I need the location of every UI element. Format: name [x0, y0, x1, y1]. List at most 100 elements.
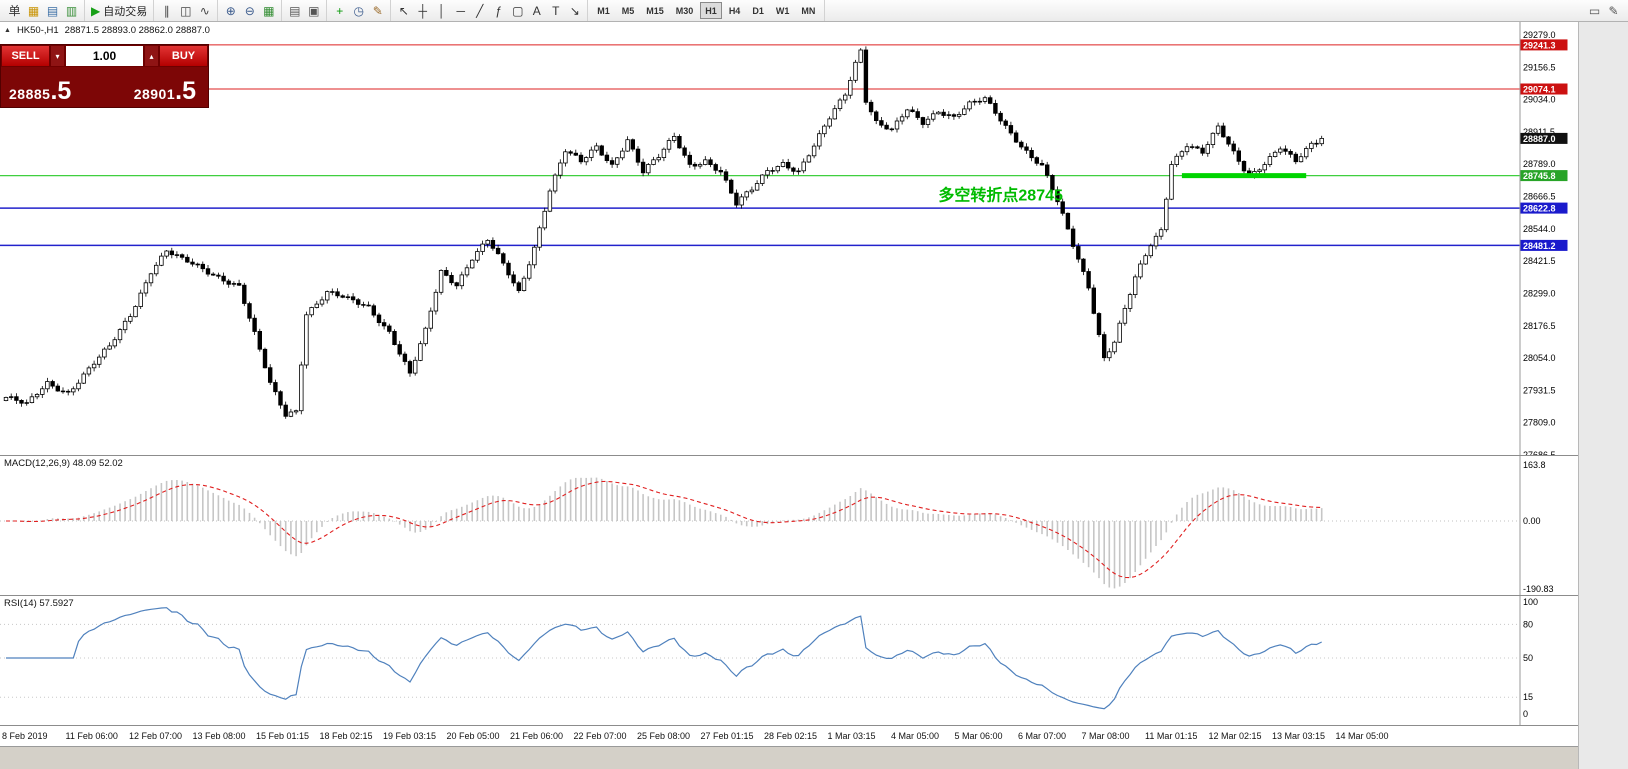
time-axis-label: 11 Feb 06:00	[65, 731, 118, 741]
time-axis-label: 20 Feb 05:00	[446, 731, 500, 741]
time-axis-label: 14 Mar 05:00	[1335, 731, 1389, 741]
horizontal-line-tool-button[interactable]: ─	[451, 1, 470, 20]
autotrading-button[interactable]: ▶ 自动交易	[88, 1, 150, 20]
svg-text:多空转折点28745: 多空转折点28745	[938, 186, 1063, 205]
lot-decrease-button[interactable]: ▾	[50, 45, 65, 67]
vertical-line-tool-button[interactable]: │	[432, 1, 451, 20]
svg-text:28745.8: 28745.8	[1523, 171, 1556, 181]
time-axis-label: 4 Mar 05:00	[891, 731, 940, 741]
zoom-in-button[interactable]: ⊕	[221, 1, 240, 20]
trade-prices-row: 28885.5 28901.5	[1, 67, 208, 107]
time-axis-label: 1 Mar 03:15	[827, 731, 876, 741]
timeframe-d1-button[interactable]: D1	[747, 2, 769, 19]
svg-text:80: 80	[1523, 619, 1533, 629]
time-axis-label: 12 Mar 02:15	[1208, 731, 1262, 741]
time-axis-label: 15 Feb 01:15	[256, 731, 310, 741]
toolbar-group: 单 ▦ ▤ ▥	[2, 0, 85, 21]
cascade-windows-icon: ▤	[289, 3, 301, 18]
arrange-windows-button[interactable]: ▣	[304, 1, 323, 20]
svg-text:28421.5: 28421.5	[1523, 256, 1556, 266]
cascade-windows-button[interactable]: ▤	[285, 1, 304, 20]
rsi-canvas[interactable]: 100 80 50 15 0	[0, 596, 1578, 725]
svg-text:50: 50	[1523, 653, 1533, 663]
svg-text:0.00: 0.00	[1523, 516, 1541, 526]
price-chart-canvas[interactable]: 多空转折点2874529279.029156.529034.028911.528…	[0, 22, 1578, 455]
bar-chart-type-button[interactable]: ∥	[157, 1, 176, 20]
market-watch-button[interactable]: ▥	[62, 1, 81, 20]
main-toolbar: 单 ▦ ▤ ▥ ▶ 自动交易 ∥ ◫ ∿ ⊕ ⊖ ▦ ▤ ▣ + ◷ ✎ ↖ ┼ │ ─ ╱ ƒ ▢ A T ↘ M1 M5 M15 M30…	[0, 0, 1628, 22]
arrow-tool-icon: ↘	[569, 3, 580, 18]
text-tool-button[interactable]: A	[527, 1, 546, 20]
timeframe-h1-button[interactable]: H1	[700, 2, 722, 19]
crosshair-tool-button[interactable]: ┼	[413, 1, 432, 20]
time-axis[interactable]: 8 Feb 2019 11 Feb 06:00 12 Feb 07:00 13 Feb…	[0, 726, 1578, 747]
macd-label: MACD(12,26,9) 48.09 52.02	[4, 458, 123, 469]
buy-price-main: 28901	[133, 86, 176, 102]
candlestick-chart-type-button[interactable]: ◫	[176, 1, 195, 20]
edit-button[interactable]: ✎	[1604, 1, 1623, 20]
tile-windows-icon: ▦	[263, 3, 275, 18]
shapes-tool-icon: ▢	[512, 3, 524, 18]
indicators-icon: +	[336, 3, 344, 18]
macd-canvas[interactable]: 163.8 0.00 -190.83	[0, 456, 1578, 595]
rsi-panel: 100 80 50 15 0 RSI(14) 57.5927	[0, 596, 1578, 726]
one-click-trading-panel: SELL ▾ ▴ BUY 28885.5 28901.5	[0, 44, 209, 108]
svg-text:28666.5: 28666.5	[1523, 192, 1556, 202]
svg-text:27686.5: 27686.5	[1523, 450, 1556, 455]
cursor-tool-icon: ↖	[398, 3, 409, 18]
timeframe-m15-button[interactable]: M15	[641, 2, 669, 19]
price-panel: 多空转折点28745 29279.0 29156.5 29034.0 28911.5 28…	[0, 22, 1578, 456]
lot-increase-button[interactable]: ▴	[144, 45, 159, 67]
time-axis-label: 25 Feb 08:00	[637, 731, 691, 741]
sell-button[interactable]: SELL	[1, 45, 50, 67]
charts-icon-icon: ▦	[27, 3, 40, 18]
timeframe-m30-button[interactable]: M30	[671, 2, 699, 19]
trendline-tool-icon: ╱	[476, 3, 484, 18]
timeframe-h4-button[interactable]: H4	[724, 2, 746, 19]
timeframe-m5-button[interactable]: M5	[617, 2, 640, 19]
line-chart-type-icon: ∿	[199, 3, 210, 18]
shapes-tool-button[interactable]: ▢	[508, 1, 527, 20]
svg-text:29156.5: 29156.5	[1523, 62, 1556, 72]
chart-ohlc-values: 28871.5 28893.0 28862.0 28887.0	[64, 25, 210, 36]
svg-text:28481.2: 28481.2	[1523, 241, 1556, 251]
zoom-out-button[interactable]: ⊖	[240, 1, 259, 20]
charts-icon-button[interactable]: ▦	[24, 1, 43, 20]
window-layout-button[interactable]: ▭	[1585, 1, 1604, 20]
chart-symbol-icon: ▲	[4, 27, 11, 34]
time-axis-label: 7 Mar 08:00	[1081, 731, 1130, 741]
fibonacci-tool-icon: ƒ	[495, 3, 503, 18]
tile-windows-button[interactable]: ▦	[259, 1, 278, 20]
time-axis-label: 5 Mar 06:00	[954, 731, 1003, 741]
buy-button[interactable]: BUY	[159, 45, 208, 67]
svg-text:28789.0: 28789.0	[1523, 159, 1556, 169]
time-axis-label: 13 Feb 08:00	[192, 731, 246, 741]
arrow-tool-button[interactable]: ↘	[565, 1, 584, 20]
macd-panel: 163.8 0.00 -190.83 MACD(12,26,9) 48.09 52.…	[0, 456, 1578, 596]
trade-controls-row: SELL ▾ ▴ BUY	[1, 45, 208, 67]
time-axis-label: 18 Feb 02:15	[319, 731, 373, 741]
new-order-icon: 单	[8, 3, 21, 18]
cursor-tool-button[interactable]: ↖	[394, 1, 413, 20]
profiles-button[interactable]: ▤	[43, 1, 62, 20]
toolbar-group: ▭ ✎	[1582, 0, 1626, 21]
periods-button[interactable]: ◷	[349, 1, 368, 20]
window-bottom-edge	[0, 747, 1578, 769]
templates-icon: ✎	[372, 3, 383, 18]
svg-text:29034.0: 29034.0	[1523, 95, 1556, 105]
time-axis-label: 28 Feb 02:15	[764, 731, 818, 741]
lot-size-input[interactable]	[65, 45, 144, 67]
timeframe-w1-button[interactable]: W1	[771, 2, 795, 19]
line-chart-type-button[interactable]: ∿	[195, 1, 214, 20]
timeframe-m1-button[interactable]: M1	[592, 2, 615, 19]
time-axis-label: 27 Feb 01:15	[700, 731, 754, 741]
fibonacci-tool-button[interactable]: ƒ	[489, 1, 508, 20]
label-tool-button[interactable]: T	[546, 1, 565, 20]
trendline-tool-button[interactable]: ╱	[470, 1, 489, 20]
timeframe-mn-button[interactable]: MN	[796, 2, 820, 19]
templates-button[interactable]: ✎	[368, 1, 387, 20]
indicators-button[interactable]: +	[330, 1, 349, 20]
chart-symbol-period: HK50-,H1	[16, 25, 59, 36]
svg-text:163.8: 163.8	[1523, 460, 1546, 470]
new-order-button[interactable]: 单	[5, 1, 24, 20]
